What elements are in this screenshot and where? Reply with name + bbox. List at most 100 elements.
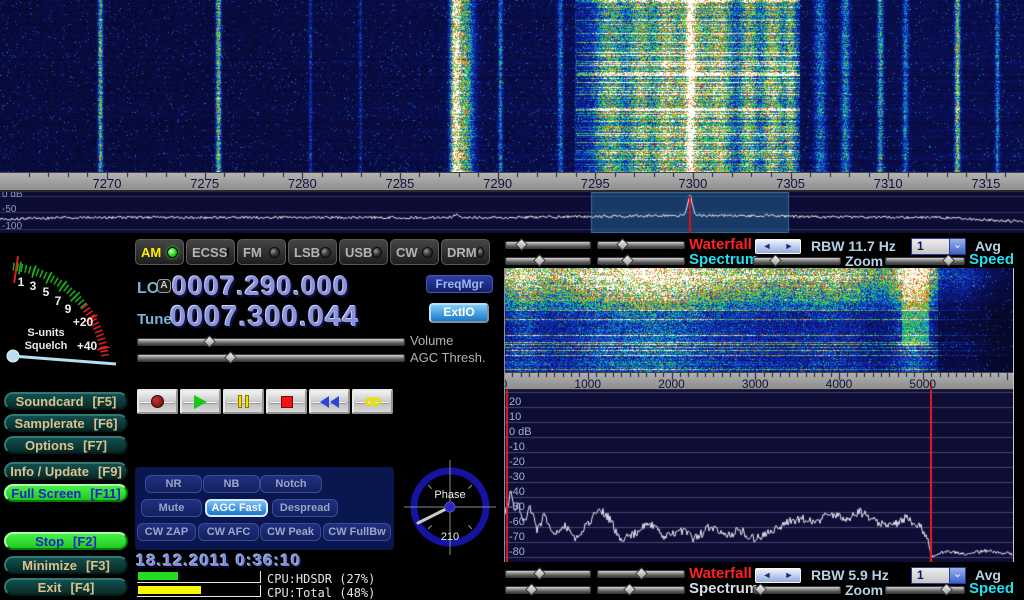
- slider-thumb[interactable]: [533, 567, 546, 580]
- slider-thumb[interactable]: [616, 238, 629, 251]
- top-zoom-slider[interactable]: [753, 254, 841, 267]
- main-spectrum-display[interactable]: 0 dB -50 -100: [0, 192, 1024, 233]
- s-meter-green-arc: [12, 262, 88, 309]
- stop-button[interactable]: [266, 389, 307, 414]
- dsp-button-cw-fullbw[interactable]: CW FullBw: [323, 523, 391, 541]
- chevron-down-icon[interactable]: ⌄: [949, 239, 965, 254]
- mode-led-indicator: [476, 246, 484, 258]
- arrow-left-icon[interactable]: ◄: [762, 570, 772, 580]
- mode-button-ecss[interactable]: ECSS: [186, 239, 235, 265]
- mode-button-usb[interactable]: USB: [339, 239, 388, 265]
- arrow-left-icon[interactable]: ◄: [762, 241, 772, 251]
- mode-button-drm[interactable]: DRM: [441, 239, 490, 265]
- bottom-spectrum-contrast-slider[interactable]: [505, 583, 591, 596]
- slider-thumb[interactable]: [940, 583, 953, 596]
- volume-slider[interactable]: [137, 335, 405, 348]
- dsp-button-cw-zap[interactable]: CW ZAP: [137, 523, 196, 541]
- bottom-rbw-spinner[interactable]: ◄ ►: [755, 568, 801, 583]
- agc-thresh-slider-label: AGC Thresh.: [410, 350, 486, 365]
- mode-button-lsb[interactable]: LSB: [288, 239, 337, 265]
- dsp-button-despread[interactable]: Despread: [272, 499, 338, 517]
- dsp-button-nb[interactable]: NB: [203, 475, 260, 493]
- rewind-button[interactable]: [309, 389, 350, 414]
- sidebar-button-label: Exit: [37, 579, 62, 595]
- loop-button[interactable]: [352, 389, 393, 414]
- slider-thumb[interactable]: [533, 254, 546, 267]
- audio-spectrum-db-label: -50: [509, 501, 525, 513]
- dsp-button-cw-afc[interactable]: CW AFC: [198, 523, 259, 541]
- dsp-button-agc-fast[interactable]: AGC Fast: [205, 499, 268, 517]
- top-avg-select[interactable]: 1 ⌄: [911, 238, 966, 255]
- top-zoom-label: Zoom: [845, 253, 884, 269]
- slider-thumb[interactable]: [203, 335, 216, 348]
- sidebar-button-info-update[interactable]: Info / Update [F9]: [4, 462, 128, 480]
- slider-thumb[interactable]: [515, 238, 528, 251]
- play-button[interactable]: [180, 389, 221, 414]
- mode-button-am[interactable]: AM: [135, 239, 184, 265]
- frequency-scale-label: 7315: [971, 176, 1001, 191]
- audio-spectrum-db-label: -30: [509, 471, 525, 483]
- rewind-icon: [320, 395, 339, 408]
- audio-spectrum-display[interactable]: 30 20 10 0 dB -10 -20 -30 -40 -50 -60 -70 -80: [505, 390, 1013, 562]
- main-waterfall-display[interactable]: [0, 0, 1024, 172]
- squelch-needle-knob[interactable]: [6, 349, 20, 363]
- chevron-down-icon[interactable]: ⌄: [949, 568, 965, 583]
- bottom-waterfall-contrast-slider[interactable]: [505, 567, 591, 580]
- bottom-zoom-slider[interactable]: [753, 583, 841, 596]
- sidebar-button-full-screen[interactable]: Full Screen [F11]: [4, 484, 128, 502]
- top-waterfall-label: Waterfall: [689, 236, 752, 253]
- top-spectrum-brightness-slider[interactable]: [597, 254, 685, 267]
- bottom-speed-slider[interactable]: [885, 583, 965, 596]
- sidebar-button-label: Samplerate: [14, 415, 85, 431]
- avg-select-value: 1: [912, 239, 949, 254]
- tune-label: Tune: [137, 311, 172, 328]
- dsp-button-cw-peak[interactable]: CW Peak: [260, 523, 321, 541]
- extio-button[interactable]: ExtIO: [429, 303, 489, 323]
- sidebar-button-hotkey: [F7]: [83, 437, 107, 453]
- pause-button[interactable]: [223, 389, 264, 414]
- lo-frequency-display[interactable]: 0007.290.000: [172, 271, 350, 301]
- bottom-avg-select[interactable]: 1 ⌄: [911, 567, 966, 584]
- bottom-waterfall-brightness-slider[interactable]: [597, 567, 685, 580]
- audio-frequency-scale[interactable]: 0 1000 2000 3000 4000 5000: [505, 372, 1013, 390]
- sidebar-button-options[interactable]: Options [F7]: [4, 436, 128, 454]
- freqmgr-button[interactable]: FreqMgr: [426, 275, 493, 293]
- slider-thumb[interactable]: [942, 254, 955, 267]
- slider-thumb[interactable]: [621, 254, 634, 267]
- slider-thumb[interactable]: [769, 254, 782, 267]
- audio-spectrum-db-label: 30: [509, 390, 521, 393]
- tune-frequency-display[interactable]: 0007.300.044: [170, 301, 360, 333]
- slider-thumb[interactable]: [224, 351, 237, 364]
- sidebar-button-minimize[interactable]: Minimize [F3]: [4, 556, 128, 574]
- audio-spectrum-db-label: -70: [509, 531, 525, 543]
- mode-button-cw[interactable]: CW: [390, 239, 439, 265]
- slider-thumb[interactable]: [623, 583, 636, 596]
- record-button[interactable]: [137, 389, 178, 414]
- sidebar-button-samplerate[interactable]: Samplerate [F6]: [4, 414, 128, 432]
- slider-thumb[interactable]: [525, 583, 538, 596]
- bottom-spectrum-brightness-slider[interactable]: [597, 583, 685, 596]
- mode-button-fm[interactable]: FM: [237, 239, 286, 265]
- sidebar-button-exit[interactable]: Exit [F4]: [4, 578, 128, 596]
- arrow-right-icon[interactable]: ►: [784, 241, 794, 251]
- dsp-button-notch[interactable]: Notch: [260, 475, 322, 493]
- audio-display-bottom-controls: Waterfall ◄ ► RBW 5.9 Hz 1 ⌄ Avg Spectrum Zoom Sp…: [505, 566, 1024, 597]
- dsp-button-mute[interactable]: Mute: [141, 499, 202, 517]
- arrow-right-icon[interactable]: ►: [784, 570, 794, 580]
- audio-waterfall-display[interactable]: [505, 268, 1013, 372]
- top-rbw-spinner[interactable]: ◄ ►: [755, 239, 801, 254]
- sidebar-button-stop[interactable]: Stop [F2]: [4, 532, 128, 550]
- top-spectrum-contrast-slider[interactable]: [505, 254, 591, 267]
- sidebar-button-soundcard[interactable]: Soundcard [F5]: [4, 392, 128, 410]
- agc-thresh-slider[interactable]: [137, 351, 405, 364]
- dsp-button-nr[interactable]: NR: [145, 475, 202, 493]
- top-waterfall-contrast-slider[interactable]: [505, 238, 591, 251]
- main-frequency-scale[interactable]: 7270 7275 7280 7285 7290 7295 7300 7305 7310 7315: [0, 172, 1024, 192]
- squelch-needle[interactable]: [11, 354, 117, 366]
- passband-selection[interactable]: [591, 192, 789, 233]
- top-waterfall-brightness-slider[interactable]: [597, 238, 685, 251]
- slider-thumb[interactable]: [754, 583, 767, 596]
- top-speed-slider[interactable]: [885, 254, 965, 267]
- slider-thumb[interactable]: [635, 567, 648, 580]
- lo-auto-badge[interactable]: A: [157, 279, 171, 293]
